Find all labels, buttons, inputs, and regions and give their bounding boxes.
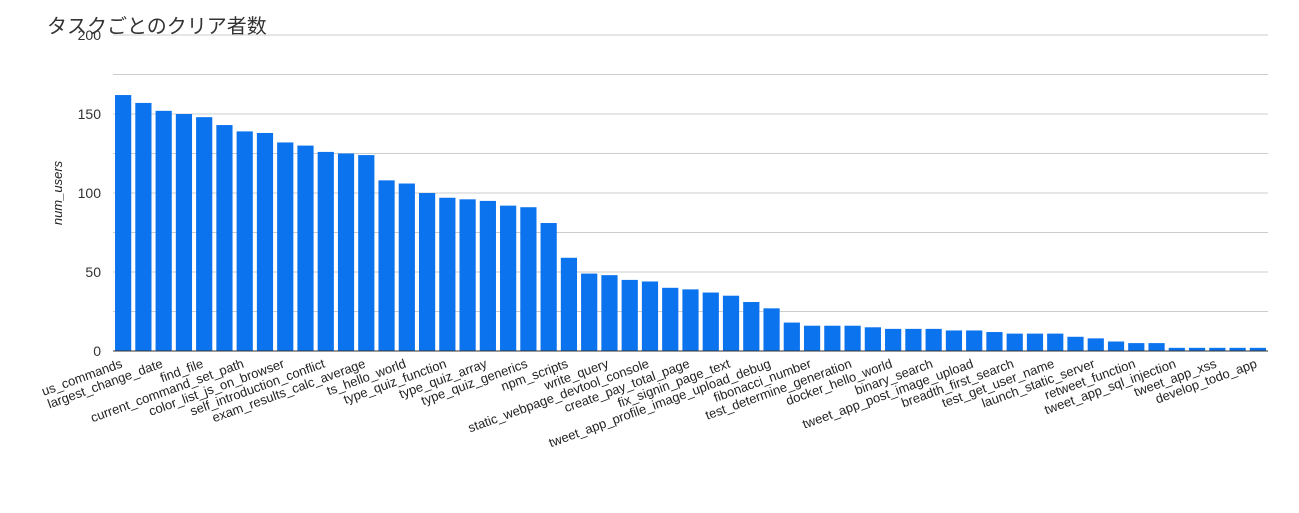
bar [277,142,294,351]
bar [925,328,942,351]
bar [824,325,841,351]
bar [540,223,557,351]
bar [1148,343,1165,351]
bar [1209,347,1226,351]
y-axis-title: num_users [50,160,65,225]
bar [621,279,638,351]
bar [1047,333,1064,351]
y-tick-label: 150 [78,106,102,122]
bar [641,281,659,351]
bar [682,289,699,351]
y-tick-label: 50 [85,264,101,280]
bar [783,322,800,351]
bar [175,114,193,351]
bar [1168,347,1185,351]
bar [763,308,780,351]
bar [601,275,618,351]
bar [1006,333,1023,351]
bar [236,131,253,351]
bar [256,132,274,351]
bar [1107,341,1125,351]
bar [216,125,233,351]
bar [702,292,719,351]
bar [317,151,334,351]
chart-title: タスクごとのクリア者数 [47,14,267,38]
bar [378,180,395,351]
bar [945,330,963,351]
bar [1229,347,1246,351]
bar [459,199,476,351]
bar [479,200,496,351]
bar [1067,336,1084,351]
bar [1087,338,1104,351]
bar [135,102,152,351]
bar [337,153,355,351]
bar [520,207,537,351]
bar [966,330,983,351]
bar [115,95,132,351]
bar [297,145,314,351]
bar [398,183,415,351]
y-tick-label: 100 [78,185,102,201]
bar [418,193,436,351]
y-tick-label: 200 [78,27,102,43]
bar [560,257,578,351]
bar [905,328,922,351]
bar [885,328,902,351]
bar [500,205,517,351]
bar [196,117,213,351]
bar [439,197,456,351]
bar [986,332,1003,351]
bars [115,95,1266,351]
bar [1249,347,1266,351]
y-axis-ticks: 0 50 100 150 200 [78,27,102,359]
x-axis-labels: us_commandslargest_change_datefind_filec… [40,355,1259,450]
bar [155,110,172,351]
y-tick-label: 0 [93,343,101,359]
bar [743,302,760,351]
bar [1128,343,1145,351]
bar [803,325,821,351]
bar [1026,333,1044,351]
bar [662,287,679,351]
bar [1188,347,1206,351]
bar [358,155,375,351]
bar [844,325,861,351]
bar [581,273,598,351]
bar [864,327,881,351]
bar [722,295,740,351]
